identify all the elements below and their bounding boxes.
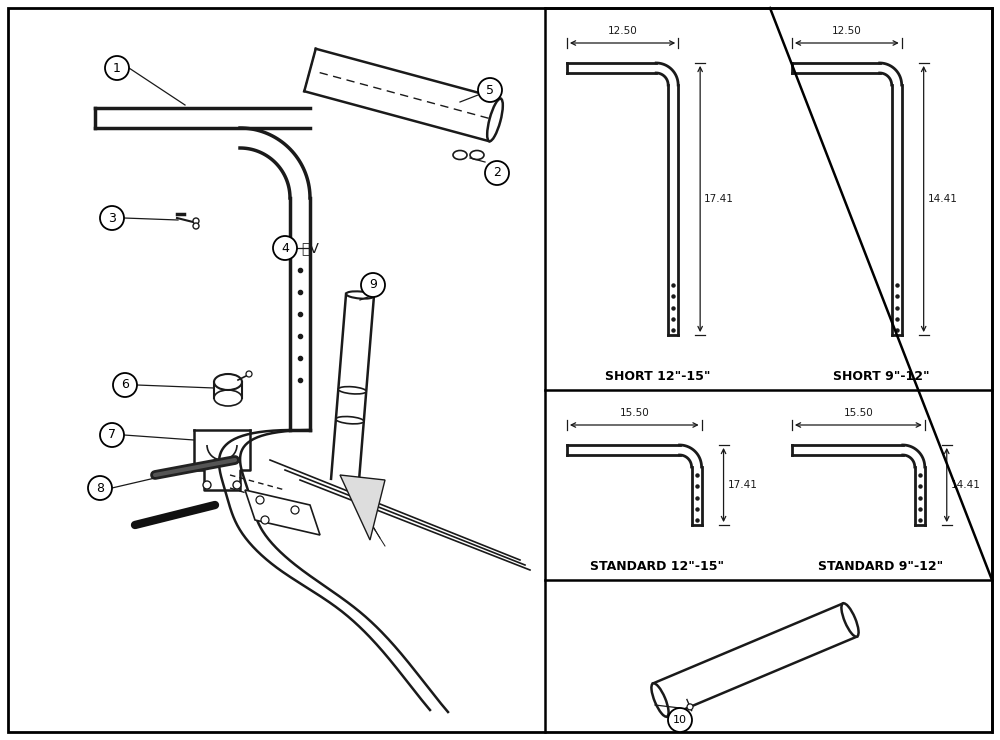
Text: 17.41: 17.41 — [728, 480, 757, 490]
Ellipse shape — [651, 683, 669, 717]
Circle shape — [88, 476, 112, 500]
Ellipse shape — [214, 374, 242, 390]
Circle shape — [233, 481, 241, 489]
Circle shape — [193, 218, 199, 224]
Text: 12.50: 12.50 — [608, 26, 637, 36]
Text: STANDARD 12"-15": STANDARD 12"-15" — [590, 559, 725, 573]
Circle shape — [246, 371, 252, 377]
Circle shape — [193, 223, 199, 229]
Circle shape — [261, 516, 269, 524]
Circle shape — [256, 496, 264, 504]
Circle shape — [668, 708, 692, 732]
Polygon shape — [245, 490, 320, 535]
Text: SHORT 9"-12": SHORT 9"-12" — [833, 369, 929, 383]
Text: 12.50: 12.50 — [832, 26, 862, 36]
Text: 8: 8 — [96, 482, 104, 494]
Text: 1: 1 — [113, 61, 121, 75]
Polygon shape — [340, 475, 385, 540]
Text: SHORT 12"-15": SHORT 12"-15" — [605, 369, 710, 383]
Text: 6: 6 — [121, 378, 129, 391]
Circle shape — [100, 423, 124, 447]
Circle shape — [478, 78, 502, 102]
Ellipse shape — [346, 292, 374, 299]
Ellipse shape — [470, 150, 484, 160]
Circle shape — [485, 161, 509, 185]
Text: ⬥V: ⬥V — [301, 241, 319, 255]
Circle shape — [273, 236, 297, 260]
Ellipse shape — [336, 417, 364, 424]
Circle shape — [105, 56, 129, 80]
Text: 14.41: 14.41 — [928, 194, 958, 204]
Text: 3: 3 — [108, 212, 116, 224]
Text: STANDARD 9"-12": STANDARD 9"-12" — [818, 559, 944, 573]
Ellipse shape — [338, 386, 366, 394]
Text: 14.41: 14.41 — [951, 480, 981, 490]
Circle shape — [113, 373, 137, 397]
Text: 9: 9 — [369, 278, 377, 292]
Circle shape — [203, 481, 211, 489]
Circle shape — [361, 273, 385, 297]
Text: 2: 2 — [493, 166, 501, 180]
Text: 15.50: 15.50 — [844, 408, 873, 418]
Text: 5: 5 — [486, 84, 494, 96]
Text: 7: 7 — [108, 428, 116, 442]
Circle shape — [100, 206, 124, 230]
Ellipse shape — [487, 98, 503, 141]
Text: 17.41: 17.41 — [704, 194, 734, 204]
Text: 10: 10 — [673, 715, 687, 725]
Text: 4: 4 — [281, 241, 289, 255]
Ellipse shape — [453, 150, 467, 160]
Text: 15.50: 15.50 — [619, 408, 649, 418]
Circle shape — [687, 704, 693, 710]
Ellipse shape — [214, 390, 242, 406]
Circle shape — [291, 506, 299, 514]
Ellipse shape — [841, 603, 859, 636]
